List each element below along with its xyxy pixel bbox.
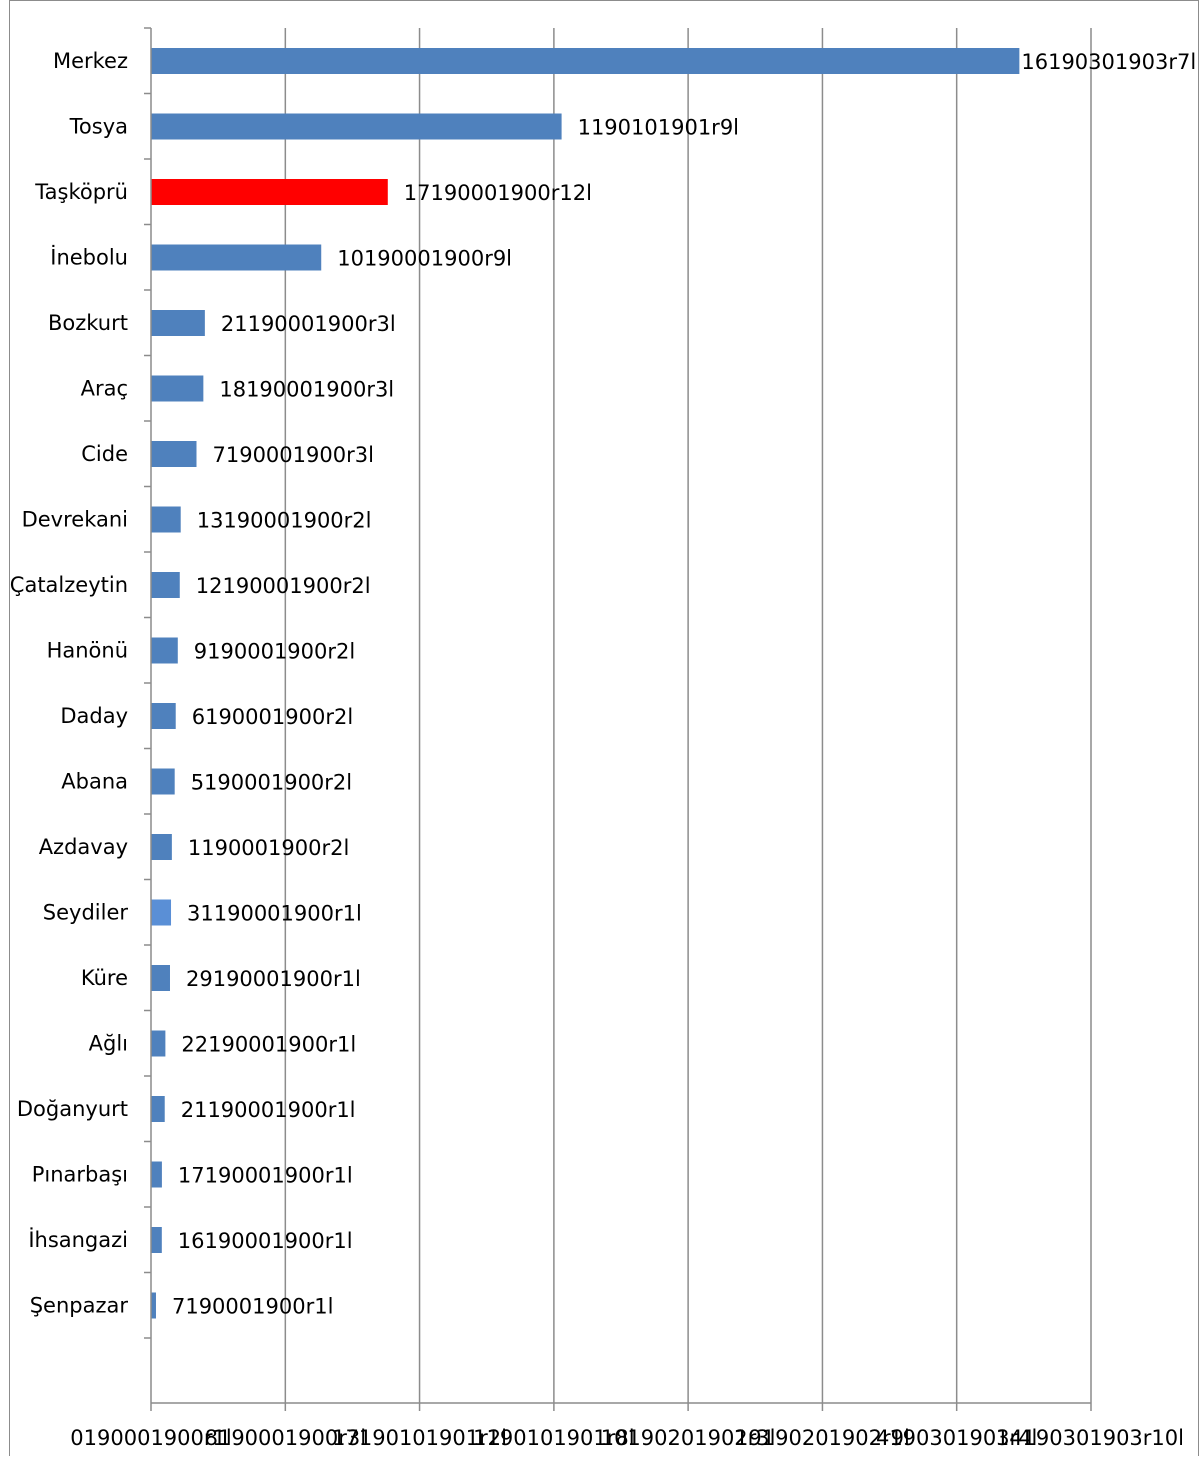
category-label: Taşköprü [34, 180, 128, 204]
data-label: 21190001900r1l [181, 1098, 356, 1122]
data-label: 7190001900r1l [172, 1295, 333, 1319]
bar [151, 768, 175, 795]
category-label: Doğanyurt [17, 1097, 128, 1121]
data-label: 12190001900r2l [196, 574, 371, 598]
data-label: 13190001900r2l [197, 509, 372, 533]
bar [151, 1161, 162, 1188]
x-tick-label: 19190201902r9l [735, 1426, 910, 1450]
x-tick-label: 1190101901r8l [473, 1426, 634, 1450]
bar [151, 637, 178, 664]
bar [151, 113, 562, 140]
bar [151, 441, 197, 467]
bar [151, 1030, 166, 1057]
bar [151, 1227, 162, 1253]
data-label: 17190001900r1l [178, 1164, 353, 1188]
category-label: Araç [81, 377, 128, 401]
data-label: 1190001900r2l [188, 836, 349, 860]
category-label: İnebolu [50, 245, 128, 270]
bar [151, 506, 181, 533]
x-tick-label: 4190301903r4l [876, 1426, 1037, 1450]
category-label: İhsangazi [28, 1227, 128, 1252]
category-label: Merkez [53, 49, 128, 73]
data-label: 1190101901r9l [578, 116, 739, 140]
category-label: Ağlı [89, 1032, 128, 1056]
category-label: Abana [61, 770, 128, 794]
data-label: 22190001900r1l [181, 1033, 356, 1057]
data-label: 6190001900r2l [192, 705, 353, 729]
category-label: Devrekani [22, 508, 128, 532]
category-label: Şenpazar [30, 1294, 129, 1318]
x-tick-label: 10190201902r3l [601, 1426, 776, 1450]
category-label: Bozkurt [48, 311, 128, 335]
bar [151, 179, 388, 205]
data-labels: 16190301903r7l 1190101901r9l 17190001900r1… [172, 50, 1196, 1319]
bar [151, 834, 172, 860]
data-label: 17190001900r12l [404, 181, 592, 205]
category-label: Daday [60, 704, 128, 728]
data-label: 7190001900r3l [212, 443, 373, 467]
data-label: 5190001900r2l [191, 771, 352, 795]
data-label: 16190001900r1l [178, 1229, 353, 1253]
bar [151, 703, 176, 729]
axes [144, 27, 1092, 1411]
category-label: Cide [81, 442, 128, 466]
x-tick-label: 8190001900r3l [205, 1426, 366, 1450]
data-label: 10190001900r9l [337, 247, 512, 271]
category-label: Azdavay [39, 835, 128, 859]
gridlines [284, 28, 1092, 1403]
x-tick-labels: 0190001900r1l8190001900r3l17190101901r2l… [70, 1426, 1184, 1450]
bar [151, 965, 170, 991]
x-tick-label: 14190301903r10l [996, 1426, 1184, 1450]
chart-frame [9, 0, 1199, 1456]
bar [151, 244, 322, 271]
data-label: 18190001900r3l [219, 378, 394, 402]
data-label: 9190001900r2l [194, 640, 355, 664]
bar [151, 375, 204, 402]
data-label: 31190001900r1l [187, 902, 362, 926]
bar [151, 310, 205, 336]
category-label: Tosya [69, 115, 128, 139]
bars [151, 48, 1020, 1319]
data-label: 16190301903r7l [1021, 50, 1196, 74]
bar [151, 572, 180, 598]
category-labels: Merkez Tosya Taşköprü İnebolu Bozkurt Araç Cid… [10, 49, 129, 1318]
category-label: Küre [81, 966, 128, 990]
category-label: Seydiler [43, 901, 129, 925]
data-label: 21190001900r3l [221, 312, 396, 336]
x-tick-label: 17190101901r2l [332, 1426, 507, 1450]
data-label: 29190001900r1l [186, 967, 361, 991]
category-label: Hanönü [47, 639, 128, 663]
category-label: Çatalzeytin [10, 573, 128, 597]
bar [151, 1096, 165, 1122]
category-label: Pınarbaşı [32, 1163, 128, 1187]
bar [151, 899, 172, 926]
bar [151, 1292, 156, 1319]
x-tick-label: 0190001900r1l [70, 1426, 231, 1450]
bar [151, 48, 1020, 74]
